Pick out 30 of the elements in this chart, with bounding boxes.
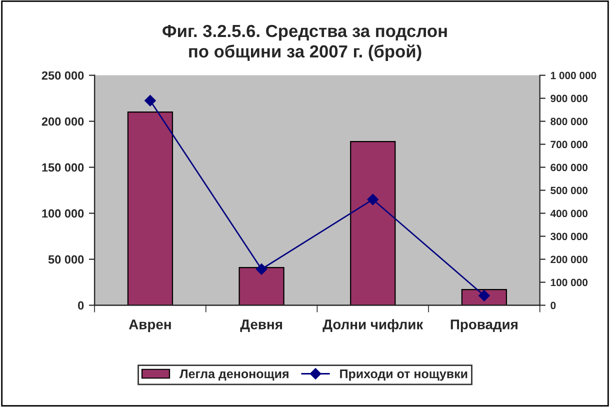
chart-title: Фиг. 3.2.5.6. Средства за подслон по общини за 2007 г. (брой)	[162, 24, 447, 62]
x-tick-label: Долни чифлик	[322, 319, 424, 332]
x-tick-label: Аврен	[128, 320, 171, 332]
y-tick-label: 150 000	[42, 163, 84, 172]
x-tick-label: Девня	[240, 320, 282, 332]
bar	[238, 266, 284, 306]
y2-tick-label: 0	[550, 302, 556, 310]
y2-tick-label: 600 000	[550, 164, 588, 172]
y2-tick-label: 900 000	[550, 94, 588, 102]
y2-tick-label: 300 000	[550, 232, 588, 240]
bar	[127, 112, 174, 306]
point	[367, 194, 378, 206]
point	[144, 94, 156, 106]
y2-tick-label: 100 000	[550, 278, 588, 286]
legend-label: Легла денонощия	[180, 370, 288, 381]
y2-tick-label: 800 000	[550, 118, 588, 126]
y-tick-label: 200 000	[42, 117, 84, 126]
y-tick-label: 250 000	[42, 71, 84, 80]
point	[256, 264, 268, 275]
y2-tick-label: 700 000	[550, 140, 588, 148]
bar	[350, 140, 396, 306]
y2-tick-label: 200 000	[550, 256, 588, 264]
y2-tick-label: 500 000	[550, 186, 588, 194]
y-tick-label: 0	[78, 301, 84, 310]
y-tick-label: 50 000	[48, 255, 84, 264]
legend-label: Приходи от нощувки	[340, 370, 468, 381]
x-tick-label: Провадия	[450, 320, 518, 332]
y2-tick-label: 400 000	[550, 210, 588, 218]
y2-tick-label: 1 000 000	[550, 72, 596, 80]
y-tick-label: 100 000	[42, 209, 84, 218]
